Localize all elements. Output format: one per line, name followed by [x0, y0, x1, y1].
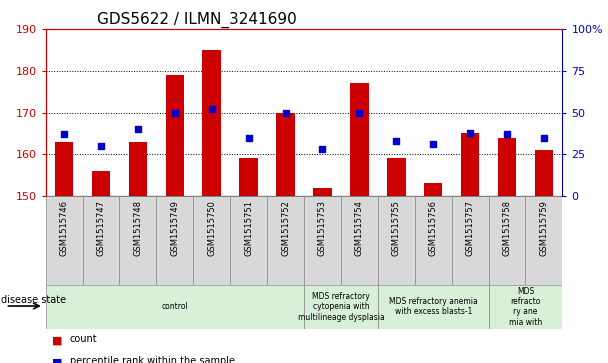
Text: GSM1515756: GSM1515756 [429, 200, 438, 257]
Bar [525, 196, 562, 285]
Text: control: control [162, 302, 188, 311]
Point [317, 146, 327, 152]
Text: GSM1515754: GSM1515754 [355, 200, 364, 256]
Text: GSM1515749: GSM1515749 [170, 200, 179, 256]
Bar [452, 196, 489, 285]
Bar [304, 285, 378, 329]
Bar [46, 196, 83, 285]
Point [465, 130, 475, 135]
Text: GSM1515748: GSM1515748 [133, 200, 142, 257]
Text: GSM1515746: GSM1515746 [60, 200, 69, 257]
Bar [276, 113, 295, 196]
Text: count: count [70, 334, 97, 344]
Bar [341, 196, 378, 285]
Bar [240, 158, 258, 196]
Bar [304, 196, 341, 285]
Text: ■: ■ [52, 358, 62, 363]
Bar [378, 196, 415, 285]
Bar [534, 150, 553, 196]
Bar [498, 138, 516, 196]
Point [133, 126, 143, 132]
Bar [424, 183, 443, 196]
Bar [92, 171, 110, 196]
Point [428, 141, 438, 147]
Bar [489, 285, 562, 329]
Bar [350, 83, 368, 196]
Bar [202, 50, 221, 196]
Text: GSM1515755: GSM1515755 [392, 200, 401, 256]
Text: GSM1515751: GSM1515751 [244, 200, 253, 256]
Point [281, 110, 291, 115]
Text: GSM1515753: GSM1515753 [318, 200, 327, 257]
Point [354, 110, 364, 115]
Bar [461, 133, 479, 196]
Point [244, 135, 254, 140]
Bar [119, 196, 156, 285]
Text: percentile rank within the sample: percentile rank within the sample [70, 356, 235, 363]
Text: GSM1515747: GSM1515747 [97, 200, 105, 257]
Text: MDS refractory anemia
with excess blasts-1: MDS refractory anemia with excess blasts… [389, 297, 477, 317]
Text: ■: ■ [52, 336, 62, 346]
Bar [378, 285, 489, 329]
Bar [267, 196, 304, 285]
Text: GSM1515750: GSM1515750 [207, 200, 216, 256]
Point [96, 143, 106, 149]
Bar [489, 196, 525, 285]
Bar [156, 196, 193, 285]
Bar [313, 188, 332, 196]
Point [392, 138, 401, 144]
Text: GSM1515758: GSM1515758 [503, 200, 511, 257]
Bar [230, 196, 267, 285]
Point [170, 110, 179, 115]
Point [502, 131, 512, 137]
Bar [55, 142, 74, 196]
Text: disease state: disease state [1, 295, 66, 305]
Text: MDS refractory
cytopenia with
multilineage dysplasia: MDS refractory cytopenia with multilinea… [297, 292, 384, 322]
Point [59, 131, 69, 137]
Text: GSM1515752: GSM1515752 [281, 200, 290, 256]
Point [207, 106, 216, 112]
Text: GDS5622 / ILMN_3241690: GDS5622 / ILMN_3241690 [97, 12, 297, 28]
Bar [129, 142, 147, 196]
Bar [83, 196, 119, 285]
Bar [387, 158, 406, 196]
Text: GSM1515759: GSM1515759 [539, 200, 548, 256]
Bar [415, 196, 452, 285]
Bar [165, 75, 184, 196]
Bar [193, 196, 230, 285]
Bar [46, 285, 304, 329]
Text: GSM1515757: GSM1515757 [466, 200, 475, 257]
Text: MDS
refracto
ry ane
mia with: MDS refracto ry ane mia with [509, 287, 542, 327]
Point [539, 135, 549, 140]
